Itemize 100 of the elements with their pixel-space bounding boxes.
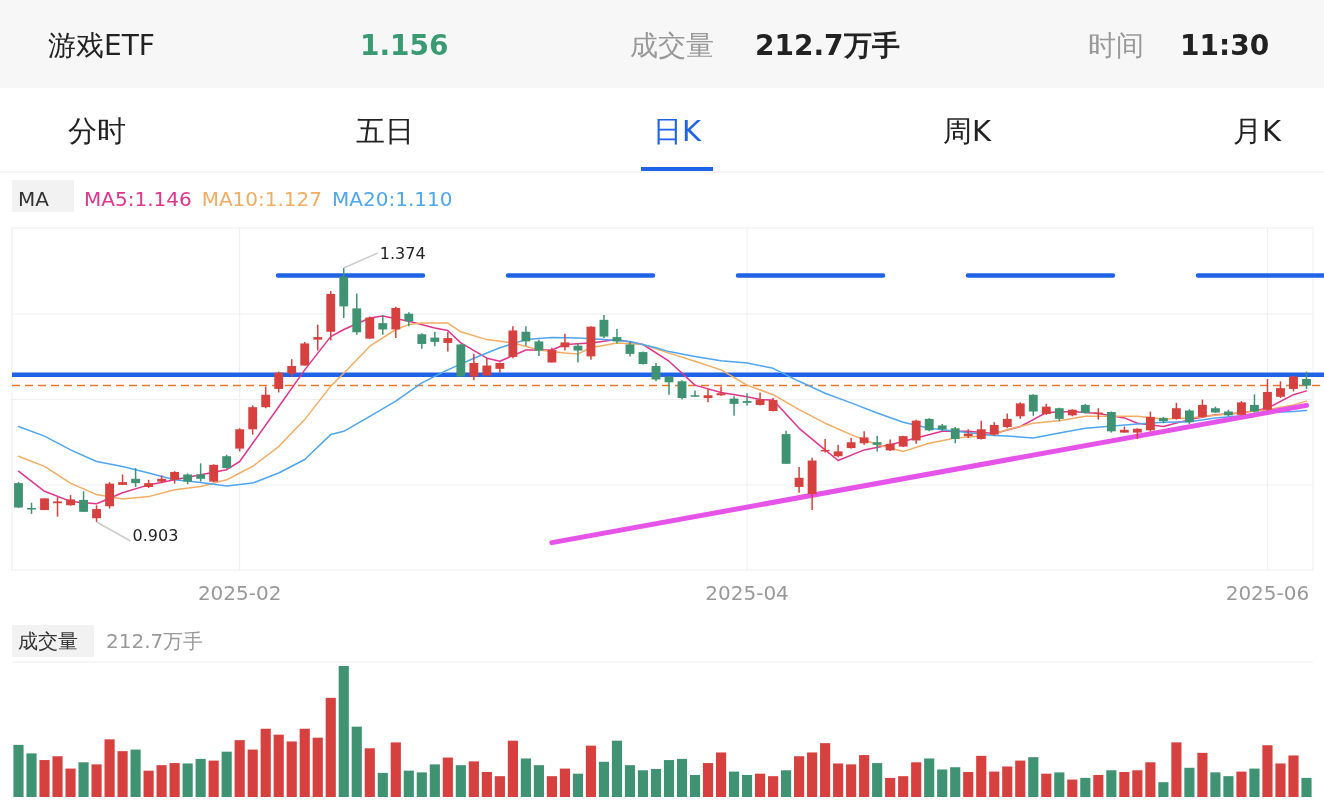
bar (481, 771, 492, 797)
bar (1210, 772, 1221, 797)
candlestick (261, 385, 271, 409)
bar (403, 770, 414, 797)
candlestick (443, 331, 453, 353)
bar (911, 762, 922, 797)
bar (117, 751, 128, 797)
bar (1236, 771, 1247, 797)
bar (755, 773, 766, 797)
bar (976, 755, 987, 797)
candlestick (872, 434, 882, 453)
candlestick (521, 325, 531, 347)
bar (195, 758, 206, 797)
bar (182, 763, 193, 797)
candlestick (469, 353, 479, 382)
bar (429, 764, 440, 797)
bar (1262, 745, 1273, 797)
text: 周K (942, 114, 992, 148)
bar (1093, 774, 1104, 797)
bar (637, 770, 649, 797)
bar (689, 774, 701, 797)
bar (1275, 763, 1286, 797)
bar (247, 749, 258, 797)
bar (598, 761, 610, 797)
text: 212.7万手 (755, 29, 900, 62)
bar (859, 755, 870, 797)
bar (39, 760, 50, 797)
candlestick (1263, 378, 1272, 412)
bar (768, 776, 779, 797)
bar (273, 734, 284, 797)
bar (169, 763, 180, 797)
bar (715, 752, 727, 797)
candlestick (1250, 393, 1259, 414)
bar (781, 770, 792, 797)
candlestick (1028, 393, 1038, 417)
bar (65, 768, 76, 797)
bar (1288, 755, 1299, 797)
bar (286, 741, 297, 797)
bar (260, 728, 271, 797)
candlestick (560, 333, 570, 352)
bar (312, 737, 323, 797)
bar (442, 757, 453, 797)
candlestick (352, 292, 362, 336)
bar (1002, 766, 1013, 797)
bar (1171, 742, 1182, 797)
bar (963, 771, 974, 797)
bar (52, 756, 63, 797)
candlestick (1197, 398, 1207, 419)
bar (1301, 777, 1312, 797)
bar (950, 767, 961, 797)
bar (1223, 776, 1234, 797)
text: 分时 (68, 114, 126, 148)
candlestick (742, 392, 752, 407)
bar (1145, 762, 1156, 797)
bar (1197, 752, 1208, 797)
bar (1184, 767, 1195, 797)
candlestick (1145, 410, 1155, 433)
bar (650, 768, 662, 797)
bar (104, 739, 115, 797)
bar (78, 762, 89, 797)
bar (807, 752, 818, 797)
text: 1.156 (360, 29, 449, 62)
candlestick (235, 427, 245, 453)
text: 成交量 (630, 29, 714, 62)
bar (468, 761, 479, 797)
bar (846, 764, 857, 797)
bar (130, 749, 141, 797)
candlestick (573, 342, 583, 364)
x-tick-label: 2025-06 (1225, 581, 1310, 605)
bar (624, 765, 636, 797)
candlestick (482, 357, 492, 378)
text: MA5:1.146 (84, 187, 192, 211)
bar (364, 748, 375, 797)
bar (299, 728, 310, 797)
bar (794, 756, 805, 797)
candlestick (794, 466, 804, 494)
candlestick (274, 370, 284, 394)
candlestick (430, 331, 440, 347)
candlestick (53, 496, 62, 518)
bar (1028, 757, 1039, 797)
candlestick (677, 379, 687, 401)
bar (741, 774, 753, 797)
bar (820, 743, 831, 797)
text: MA10:1.127 (201, 187, 323, 211)
bar (572, 773, 584, 797)
bar (390, 742, 401, 797)
candlestick (300, 341, 310, 367)
bar (937, 769, 948, 797)
chart-subtitle: 212.7万手 (106, 629, 204, 653)
bar (1249, 768, 1260, 797)
candlestick (651, 362, 661, 383)
candlestick (196, 462, 206, 483)
bar (728, 771, 740, 797)
bar (156, 765, 167, 797)
candlestick (131, 467, 141, 488)
text: 日K (652, 114, 702, 148)
bar (924, 758, 935, 797)
bar (611, 740, 623, 797)
text: MA20:1.110 (332, 187, 453, 211)
bar (663, 760, 675, 797)
